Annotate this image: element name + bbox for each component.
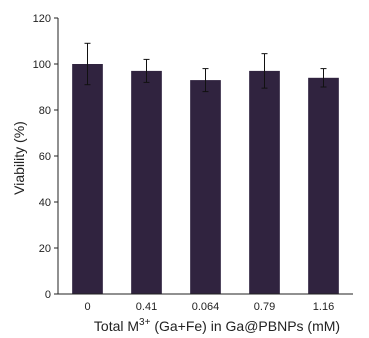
error-bars-layer — [84, 42, 327, 93]
y-ticks-layer: 0 20 40 60 80 100 120 — [33, 13, 58, 301]
x-axis-title-superscript: 3+ — [139, 317, 151, 328]
y-axis-title: Viability (%) — [11, 121, 27, 195]
bar — [190, 80, 221, 294]
y-tick-label: 80 — [39, 105, 51, 117]
x-ticks-layer: 0 0.41 0.064 0.79 1.16 — [84, 301, 334, 313]
bars-layer — [72, 64, 339, 295]
y-tick-label: 100 — [33, 59, 51, 71]
bar — [308, 77, 339, 294]
y-tick-label: 40 — [39, 197, 51, 209]
y-tick-label: 20 — [39, 243, 51, 255]
x-tick-label: 0.41 — [136, 301, 157, 313]
bar — [249, 70, 280, 295]
x-axis-title: Total M3+ (Ga+Fe) in Ga@PBNPs (mM) — [94, 317, 340, 334]
x-tick-label: 0.79 — [254, 301, 275, 313]
x-tick-label: 0.064 — [192, 301, 220, 313]
bar — [131, 70, 162, 295]
x-axis-title-after: (Ga+Fe) in Ga@PBNPs (mM) — [150, 318, 340, 334]
x-tick-label: 1.16 — [313, 301, 334, 313]
y-tick-label: 60 — [39, 151, 51, 163]
y-tick-label: 120 — [33, 13, 51, 25]
x-tick-label: 0 — [84, 301, 90, 313]
y-tick-label: 0 — [45, 289, 51, 301]
x-axis-title-before: Total M — [94, 318, 139, 334]
bar — [72, 64, 103, 294]
